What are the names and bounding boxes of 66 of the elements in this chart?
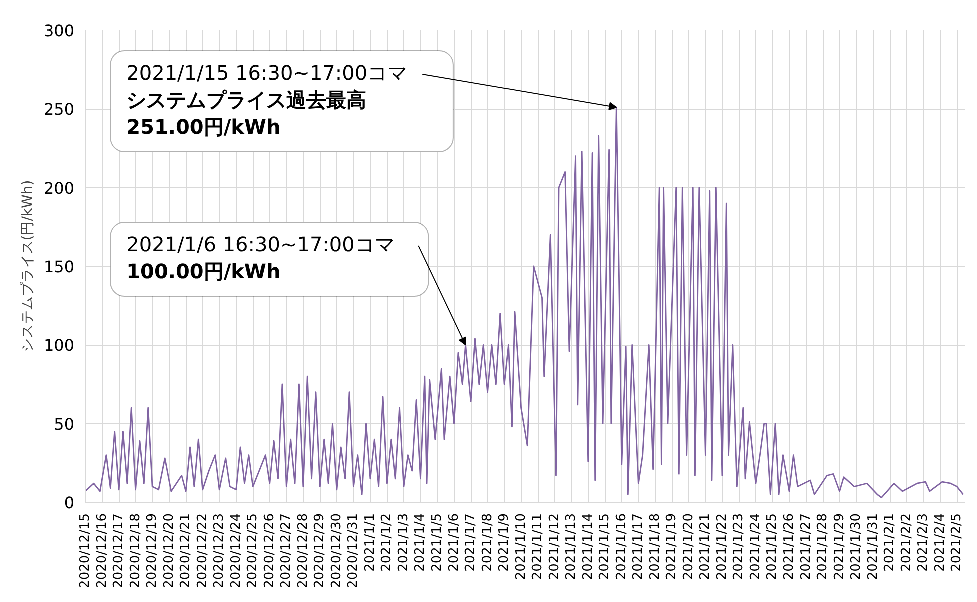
x-tick-label: 2021/1/14 bbox=[580, 513, 596, 580]
x-tick-label: 2021/1/4 bbox=[413, 513, 428, 572]
x-tick-label: 2021/1/13 bbox=[564, 513, 580, 580]
y-axis-title: システムプライス(円/kWh) bbox=[20, 180, 36, 353]
x-tick-label: 2021/2/5 bbox=[950, 513, 965, 572]
x-tick-label: 2021/1/29 bbox=[832, 513, 848, 580]
x-tick-label: 2021/1/18 bbox=[648, 513, 663, 580]
x-tick-label: 2021/1/23 bbox=[732, 513, 747, 580]
x-tick-label: 2020/12/28 bbox=[296, 513, 311, 588]
x-tick-label: 2020/12/31 bbox=[346, 513, 362, 588]
x-tick-label: 2020/12/21 bbox=[178, 513, 194, 588]
annotation: 2021/1/15 16:30~17:00コマ bbox=[126, 60, 408, 85]
x-tick-label: 2021/1/17 bbox=[631, 513, 646, 580]
x-tick-label: 2021/1/12 bbox=[547, 513, 562, 580]
x-tick-label: 2021/1/7 bbox=[464, 513, 479, 572]
x-tick-label: 2020/12/26 bbox=[262, 513, 278, 588]
x-tick-label: 2021/1/15 bbox=[598, 513, 613, 580]
x-tick-label: 2020/12/23 bbox=[212, 513, 228, 588]
x-tick-label: 2020/12/19 bbox=[145, 513, 160, 588]
x-tick-label: 2020/12/25 bbox=[246, 513, 261, 588]
y-tick-label: 0 bbox=[64, 494, 75, 512]
x-tick-label: 2021/1/11 bbox=[530, 513, 546, 580]
x-tick-label: 2021/1/25 bbox=[765, 513, 780, 580]
y-tick-label: 250 bbox=[44, 100, 75, 120]
x-tick-label: 2021/1/8 bbox=[480, 513, 496, 572]
x-tick-label: 2020/12/30 bbox=[329, 513, 344, 588]
y-tick-label: 50 bbox=[54, 414, 74, 434]
x-tick-label: 2021/1/30 bbox=[849, 513, 864, 580]
x-tick-label: 2020/12/17 bbox=[112, 513, 127, 588]
x-tick-label: 2021/1/3 bbox=[396, 513, 412, 572]
annotation: 2021/1/6 16:30~17:00コマ bbox=[126, 232, 395, 256]
x-tick-label: 2021/1/1 bbox=[362, 513, 378, 572]
x-tick-label: 2020/12/22 bbox=[195, 513, 210, 588]
x-tick-label: 2021/1/26 bbox=[782, 513, 797, 580]
x-tick-label: 2020/12/24 bbox=[228, 513, 244, 588]
x-tick-label: 2020/12/27 bbox=[279, 513, 294, 588]
x-tick-label: 2021/1/31 bbox=[866, 513, 881, 580]
x-tick-label: 2021/2/2 bbox=[899, 513, 914, 572]
annotation: 251.00円/kWh bbox=[126, 114, 281, 139]
x-tick-label: 2021/1/5 bbox=[430, 513, 445, 572]
x-tick-label: 2020/12/18 bbox=[128, 513, 144, 588]
x-tick-label: 2020/12/15 bbox=[78, 513, 93, 588]
x-tick-label: 2021/1/28 bbox=[816, 513, 831, 580]
x-tick-label: 2021/2/4 bbox=[932, 513, 948, 572]
x-tick-label: 2021/1/20 bbox=[681, 513, 696, 580]
x-tick-label: 2020/12/20 bbox=[162, 513, 177, 588]
x-tick-label: 2021/1/10 bbox=[514, 513, 529, 580]
x-tick-label: 2020/12/16 bbox=[94, 513, 110, 588]
x-tick-label: 2021/1/9 bbox=[497, 513, 512, 572]
y-tick-label: 200 bbox=[44, 178, 75, 198]
x-tick-label: 2021/1/19 bbox=[664, 513, 680, 580]
x-tick-label: 2021/1/22 bbox=[714, 513, 730, 580]
x-tick-label: 2021/1/24 bbox=[748, 513, 764, 580]
x-tick-label: 2021/1/27 bbox=[798, 513, 814, 580]
x-tick-label: 2021/1/2 bbox=[380, 513, 395, 572]
x-tick-label: 2021/1/16 bbox=[614, 513, 630, 580]
x-tick-label: 2020/12/29 bbox=[312, 513, 328, 588]
x-tick-label: 2021/2/3 bbox=[916, 513, 932, 572]
x-tick-label: 2021/2/1 bbox=[882, 513, 898, 572]
y-tick-label: 100 bbox=[44, 336, 75, 356]
annotation: システムプライス過去最高 bbox=[126, 88, 367, 112]
y-tick-label: 150 bbox=[44, 258, 75, 276]
x-tick-label: 2021/1/21 bbox=[698, 513, 714, 580]
x-tick-label: 2021/1/6 bbox=[446, 513, 462, 572]
y-tick-label: 300 bbox=[44, 22, 75, 40]
annotation: 100.00円/kWh bbox=[126, 259, 281, 284]
